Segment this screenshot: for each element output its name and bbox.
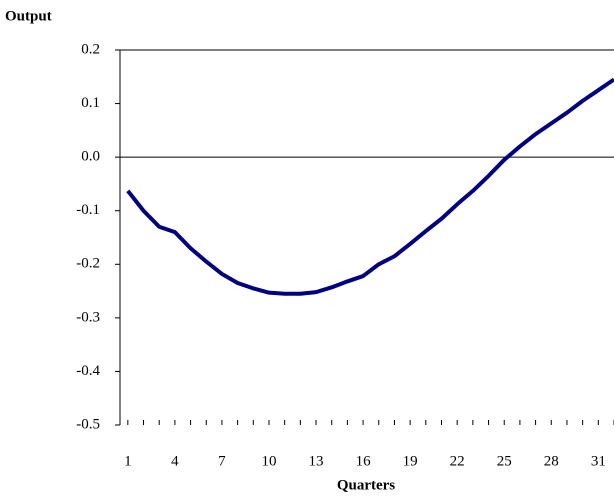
y-tick-label: -0.4: [76, 363, 100, 379]
x-tick-label: 19: [403, 453, 418, 469]
x-tick-label: 22: [450, 453, 465, 469]
x-axis-label: Quarters: [337, 477, 395, 493]
x-tick-label: 25: [497, 453, 512, 469]
x-tick-label: 13: [309, 453, 324, 469]
x-tick-label: 16: [356, 453, 372, 469]
data-line: [126, 77, 614, 296]
x-tick-label: 4: [171, 453, 179, 469]
y-tick-label: -0.1: [76, 202, 100, 218]
y-tick-label: 0.0: [81, 149, 100, 165]
y-tick-label: 0.2: [81, 41, 100, 57]
x-tick-label: 7: [218, 453, 226, 469]
y-tick-label: -0.2: [76, 256, 100, 272]
y-tick-label: 0.1: [81, 95, 100, 111]
x-tick-label: 10: [261, 453, 276, 469]
y-tick-label: -0.3: [76, 309, 100, 325]
chart-title: Output: [5, 8, 52, 24]
x-tick-label: 28: [544, 453, 559, 469]
x-tick-label: 1: [124, 453, 132, 469]
x-tick-label: 31: [591, 453, 606, 469]
y-tick-label: -0.5: [76, 416, 100, 432]
